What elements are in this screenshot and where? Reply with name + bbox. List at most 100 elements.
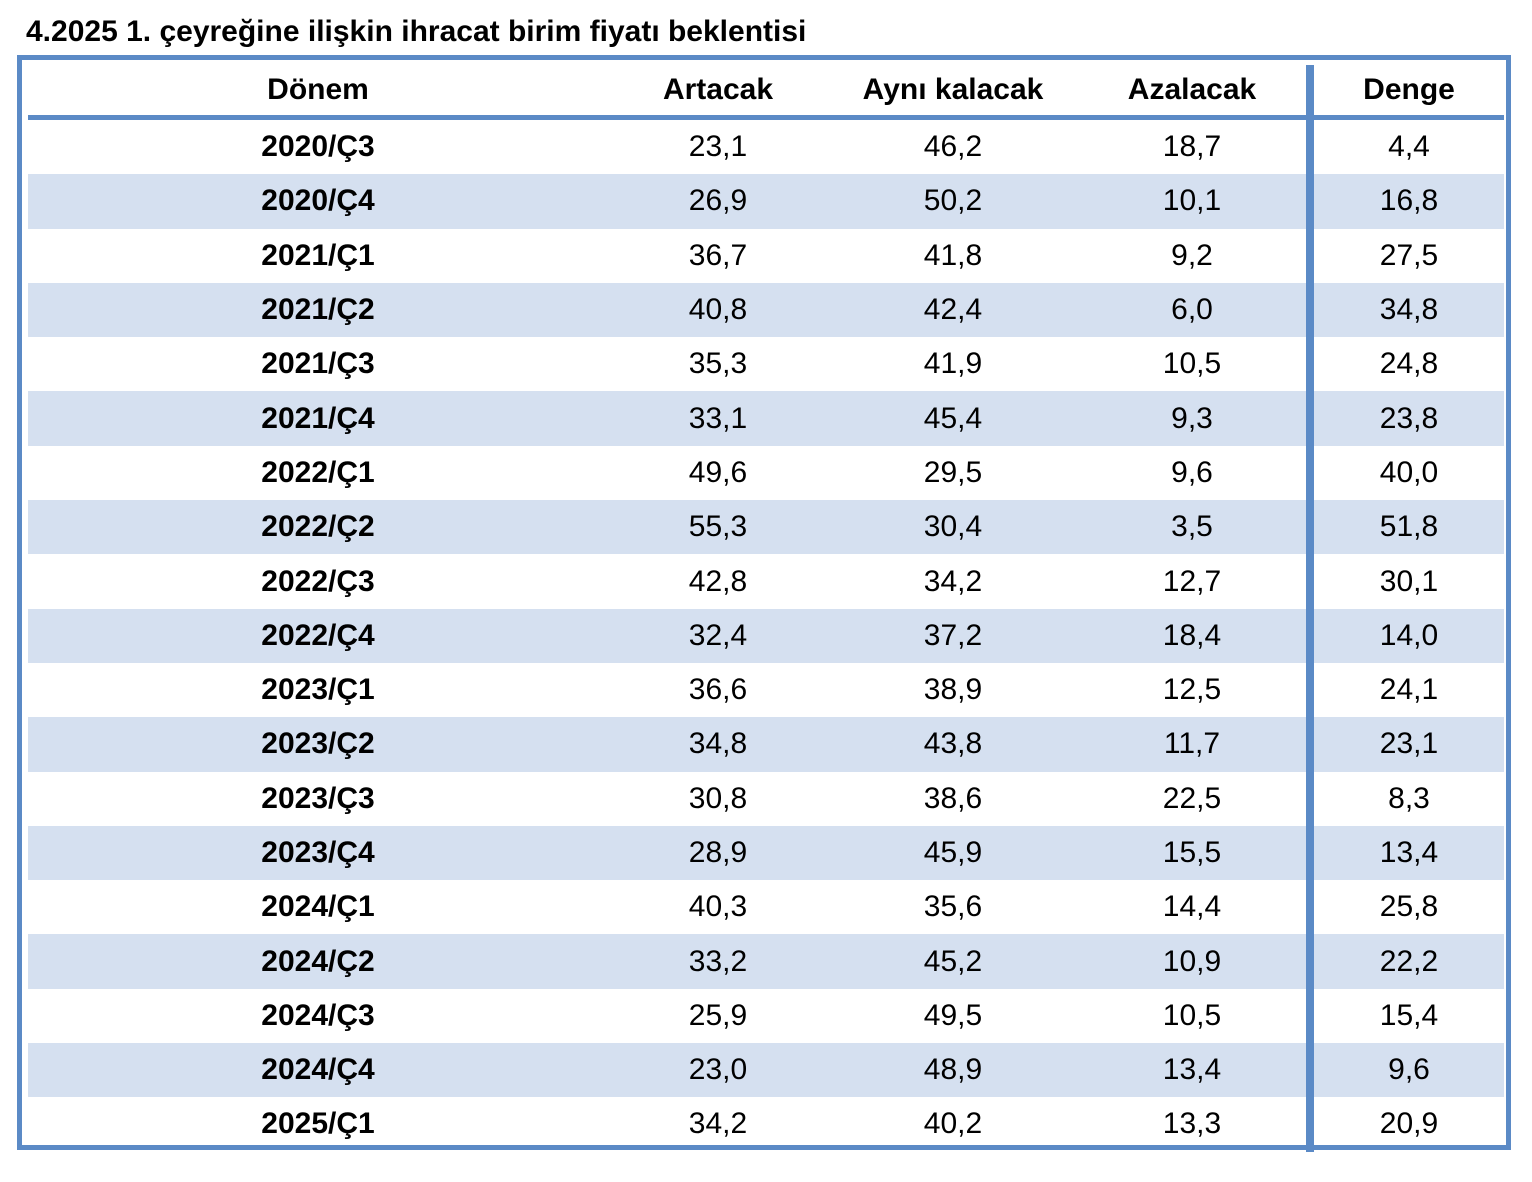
cell-azalacak: 9,6 (1171, 455, 1213, 489)
header-azalacak: Azalacak (1078, 65, 1310, 120)
cell-artacak: 28,9 (608, 825, 828, 881)
cell-azalacak: 15,5 (1078, 825, 1310, 881)
cell-ayni-kalacak: 35,6 (923, 890, 983, 924)
cell-denge: 13,4 (1306, 825, 1504, 881)
cell-artacak: 25,9 (688, 998, 748, 1032)
cell-denge: 23,1 (1306, 717, 1504, 772)
cell-denge: 22,2 (1306, 934, 1504, 989)
cell-azalacak: 14,4 (1162, 890, 1222, 924)
cell-denge: 8,3 (1306, 771, 1504, 826)
cell-donem: 2025/Ç1 (261, 1107, 375, 1141)
table-row: 2021/Ç4 33,1 45,4 9,3 23,8 (28, 391, 1504, 446)
cell-ayni-kalacak: 37,2 (828, 608, 1078, 663)
cell-donem: 2022/Ç4 (28, 608, 608, 663)
table-row: 2020/Ç4 26,9 50,2 10,1 16,8 (28, 174, 1504, 229)
cell-artacak: 36,7 (688, 238, 748, 272)
table-row: 2021/Ç1 36,7 41,8 9,2 27,5 (28, 228, 1504, 283)
cell-artacak: 23,1 (688, 130, 748, 164)
cell-artacak: 33,2 (608, 934, 828, 989)
cell-donem: 2022/Ç1 (261, 455, 375, 489)
cell-artacak: 33,1 (608, 391, 828, 446)
table-row: 2024/Ç1 40,3 35,6 14,4 25,8 (28, 880, 1504, 935)
cell-azalacak: 10,5 (1162, 998, 1222, 1032)
header-donem: Dönem (28, 65, 608, 120)
table-row: 2025/Ç1 34,2 40,2 13,3 20,9 (28, 1097, 1504, 1152)
cell-denge: 23,8 (1306, 391, 1504, 446)
table-row: 2022/Ç3 42,8 34,2 12,7 30,1 (28, 554, 1504, 609)
cell-denge: 25,8 (1306, 880, 1504, 935)
cell-donem: 2021/Ç4 (28, 391, 608, 446)
cell-artacak: 35,3 (688, 347, 748, 381)
cell-denge: 40,0 (1306, 445, 1504, 501)
cell-azalacak: 10,5 (1162, 347, 1222, 381)
cell-donem: 2024/Ç1 (261, 890, 375, 924)
cell-ayni-kalacak: 45,4 (828, 391, 1078, 446)
cell-denge: 34,8 (1306, 282, 1504, 338)
cell-azalacak: 18,7 (1162, 130, 1222, 164)
table-row: 2023/Ç1 36,6 38,9 12,5 24,1 (28, 662, 1504, 718)
table-body: 2020/Ç3 23,1 46,2 18,7 4,4 2020/Ç4 26,9 50,2 10,… (28, 117, 1504, 1152)
cell-artacak: 34,2 (688, 1107, 748, 1141)
cell-donem: 2022/Ç3 (261, 564, 375, 598)
cell-ayni-kalacak: 41,9 (923, 347, 983, 381)
cell-ayni-kalacak: 45,2 (828, 934, 1078, 989)
cell-denge: 24,1 (1306, 662, 1504, 718)
cell-artacak: 32,4 (608, 608, 828, 663)
table-row: 2023/Ç2 34,8 43,8 11,7 23,1 (28, 717, 1504, 772)
cell-ayni-kalacak: 41,8 (923, 238, 983, 272)
cell-artacak: 40,3 (688, 890, 748, 924)
table-frame: Dönem Artacak Aynı kalacak Azalacak Deng… (17, 55, 1511, 1152)
cell-azalacak: 9,2 (1171, 238, 1213, 272)
cell-artacak: 40,8 (608, 282, 828, 338)
cell-artacak: 55,3 (608, 500, 828, 555)
cell-donem: 2024/Ç4 (28, 1043, 608, 1098)
cell-ayni-kalacak: 34,2 (923, 564, 983, 598)
cell-azalacak: 12,5 (1162, 673, 1222, 707)
cell-artacak: 26,9 (608, 174, 828, 229)
cell-ayni-kalacak: 42,4 (828, 282, 1078, 338)
table-row: 2022/Ç2 55,3 30,4 3,5 51,8 (28, 500, 1504, 555)
cell-donem: 2021/Ç3 (261, 347, 375, 381)
table-row: 2021/Ç2 40,8 42,4 6,0 34,8 (28, 282, 1504, 338)
cell-azalacak: 13,3 (1162, 1107, 1222, 1141)
cell-ayni-kalacak: 48,9 (828, 1043, 1078, 1098)
cell-denge: 4,4 (1306, 117, 1504, 175)
cell-azalacak: 18,4 (1078, 608, 1310, 663)
cell-donem: 2021/Ç1 (261, 238, 375, 272)
header-row: Dönem Artacak Aynı kalacak Azalacak Deng… (28, 65, 1504, 120)
cell-denge: 9,6 (1306, 1043, 1504, 1098)
cell-artacak: 49,6 (688, 455, 748, 489)
table-title: 4.2025 1. çeyreğine ilişkin ihracat biri… (26, 15, 807, 48)
cell-ayni-kalacak: 46,2 (923, 130, 983, 164)
table-row: 2022/Ç1 49,6 29,5 9,6 40,0 (28, 445, 1504, 501)
table-row: 2023/Ç4 28,9 45,9 15,5 13,4 (28, 825, 1504, 881)
cell-donem: 2020/Ç4 (28, 174, 608, 229)
table-row: 2022/Ç4 32,4 37,2 18,4 14,0 (28, 608, 1504, 663)
table-row: 2024/Ç4 23,0 48,9 13,4 9,6 (28, 1043, 1504, 1098)
cell-donem: 2023/Ç3 (261, 781, 375, 815)
cell-donem: 2022/Ç2 (28, 500, 608, 555)
table-row: 2020/Ç3 23,1 46,2 18,7 4,4 (28, 117, 1504, 175)
header-artacak: Artacak (608, 65, 828, 120)
cell-ayni-kalacak: 43,8 (828, 717, 1078, 772)
cell-denge: 14,0 (1306, 608, 1504, 663)
cell-donem: 2024/Ç3 (261, 998, 375, 1032)
cell-denge: 27,5 (1306, 228, 1504, 283)
cell-artacak: 23,0 (608, 1043, 828, 1098)
cell-ayni-kalacak: 38,6 (923, 781, 983, 815)
cell-denge: 24,8 (1306, 337, 1504, 392)
cell-ayni-kalacak: 40,2 (923, 1107, 983, 1141)
cell-azalacak: 3,5 (1078, 500, 1310, 555)
cell-donem: 2024/Ç2 (28, 934, 608, 989)
cell-denge: 20,9 (1306, 1097, 1504, 1152)
cell-ayni-kalacak: 45,9 (828, 825, 1078, 881)
table-row: 2023/Ç3 30,8 38,6 22,5 8,3 (28, 771, 1504, 826)
table-row: 2024/Ç3 25,9 49,5 10,5 15,4 (28, 988, 1504, 1044)
header-ayni-kalacak: Aynı kalacak (828, 65, 1078, 120)
cell-donem: 2023/Ç2 (28, 717, 608, 772)
cell-donem: 2023/Ç1 (261, 673, 375, 707)
cell-ayni-kalacak: 49,5 (923, 998, 983, 1032)
cell-azalacak: 10,9 (1078, 934, 1310, 989)
cell-artacak: 30,8 (688, 781, 748, 815)
cell-donem: 2023/Ç4 (28, 825, 608, 881)
